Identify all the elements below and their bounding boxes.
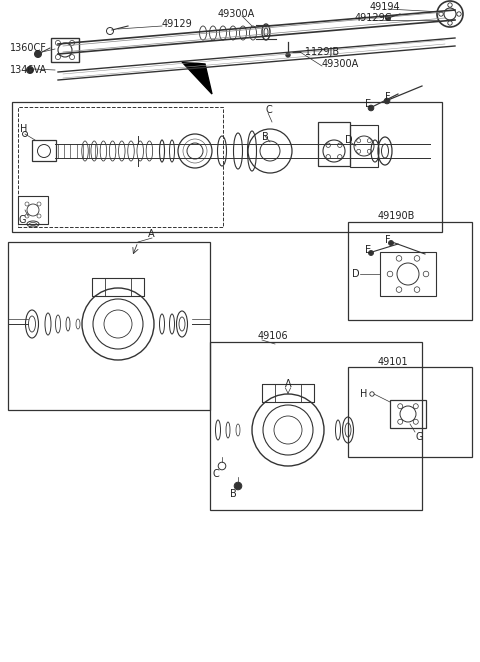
Text: E: E xyxy=(365,99,371,109)
Text: 49129C: 49129C xyxy=(355,13,393,23)
Bar xyxy=(348,367,472,457)
Text: F: F xyxy=(385,235,391,245)
Text: 49101: 49101 xyxy=(378,357,408,367)
Circle shape xyxy=(388,240,394,246)
Circle shape xyxy=(384,98,390,104)
Text: 1360CF: 1360CF xyxy=(10,43,47,53)
Bar xyxy=(32,140,56,161)
Bar xyxy=(18,107,223,227)
Bar xyxy=(262,384,275,402)
Text: 49106: 49106 xyxy=(258,331,288,341)
Text: F: F xyxy=(385,92,391,102)
Bar xyxy=(12,102,442,232)
Bar xyxy=(210,342,422,510)
Bar xyxy=(348,222,472,320)
Bar xyxy=(18,196,48,224)
Circle shape xyxy=(385,15,391,21)
Circle shape xyxy=(369,250,373,256)
Text: G: G xyxy=(18,215,25,225)
Bar xyxy=(51,38,79,62)
Circle shape xyxy=(286,53,290,57)
Bar xyxy=(262,384,314,402)
Circle shape xyxy=(35,50,41,58)
Bar xyxy=(92,278,144,296)
Text: B: B xyxy=(262,132,269,142)
Text: 49129: 49129 xyxy=(162,19,193,29)
Text: — 1129JB: — 1129JB xyxy=(292,47,339,57)
Text: H: H xyxy=(360,389,367,399)
Bar xyxy=(350,125,378,167)
Text: C: C xyxy=(212,469,219,479)
Circle shape xyxy=(26,66,34,73)
Bar xyxy=(380,252,436,296)
Text: D: D xyxy=(345,135,353,145)
Text: C: C xyxy=(265,105,272,115)
Text: H: H xyxy=(20,124,27,134)
Text: 49300A: 49300A xyxy=(322,59,359,69)
Bar xyxy=(92,278,105,296)
Bar xyxy=(8,242,210,410)
Text: B: B xyxy=(230,489,237,499)
Text: E: E xyxy=(365,245,371,255)
Bar xyxy=(131,278,144,296)
Text: G: G xyxy=(415,432,422,442)
Text: 49190B: 49190B xyxy=(378,211,415,221)
Bar xyxy=(390,400,426,428)
Bar xyxy=(318,122,350,166)
Text: 1346VA: 1346VA xyxy=(10,65,47,75)
Text: 49300A: 49300A xyxy=(218,9,255,19)
Text: D: D xyxy=(352,269,360,279)
Bar xyxy=(301,384,314,402)
Circle shape xyxy=(368,105,374,111)
Circle shape xyxy=(234,482,242,490)
Text: A: A xyxy=(148,229,155,239)
Text: 49194: 49194 xyxy=(370,2,401,12)
Polygon shape xyxy=(182,62,212,94)
Text: A: A xyxy=(285,379,291,389)
